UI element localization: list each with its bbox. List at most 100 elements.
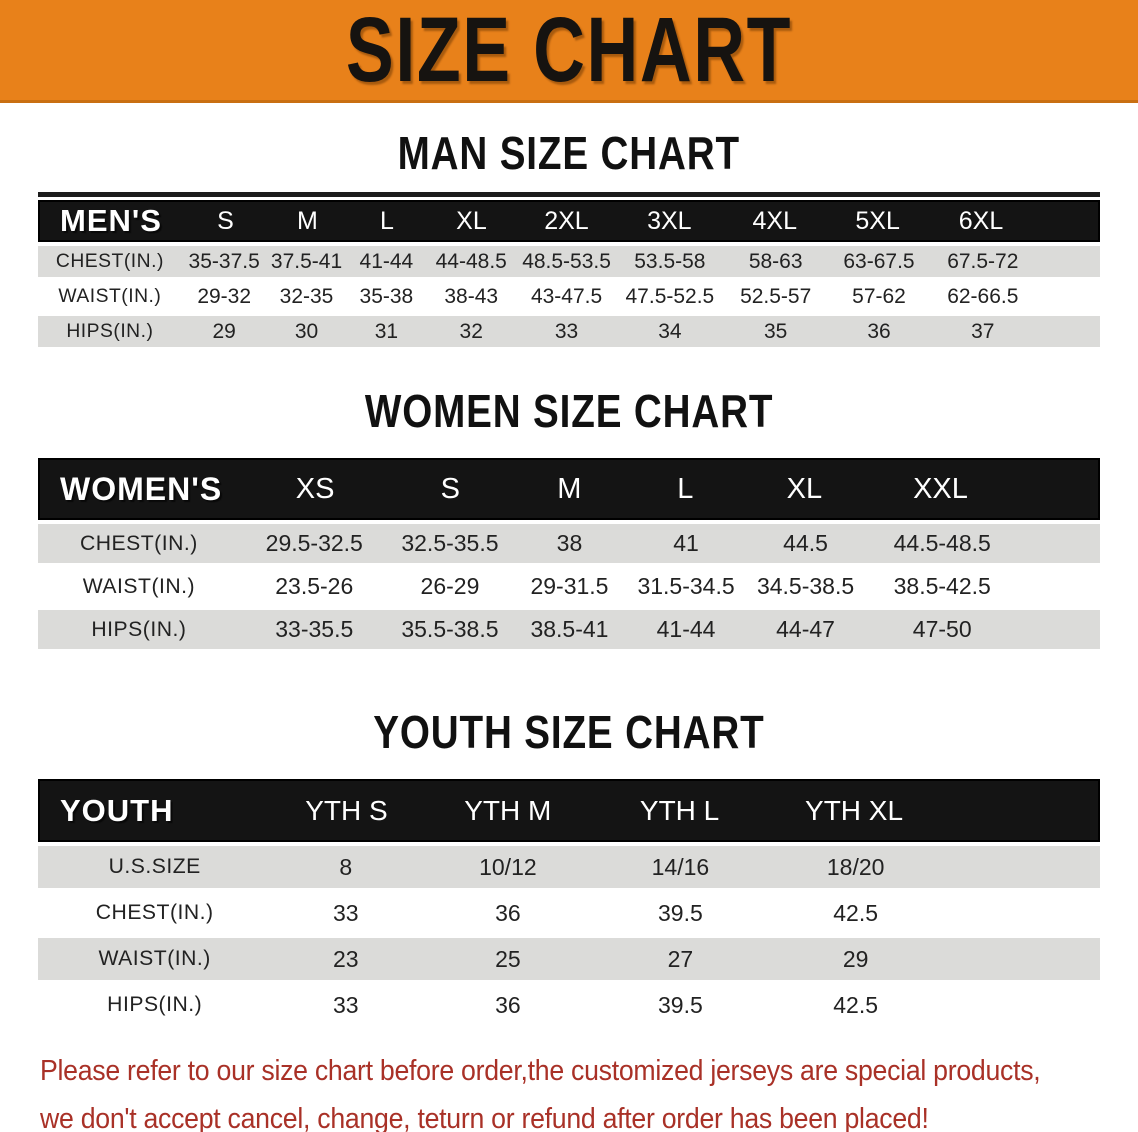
size-column-header: 5XL [855,206,900,235]
value-cell: 31 [374,319,399,343]
size-column-header: M [557,472,582,505]
women-size-chart-heading: WOMEN SIZE CHART [0,388,1138,434]
size-column-header: 6XL [958,206,1004,235]
table-row: CHEST(IN.) 35-37.5 37.5-41 41-44 44-48.5 48.5… [38,246,1100,277]
value-cell: 62-66.5 [947,284,1019,308]
value-cell: 43-47.5 [530,284,603,308]
women-size-table: WOMEN'S XS S M L XL XXL CHEST(IN.) 29.5-32.5 32.5… [38,458,1100,649]
table-row: CHEST(IN.) 33 36 39.5 42.5 [38,892,1100,934]
value-cell: 29-32 [197,284,252,308]
value-cell: 31.5-34.5 [637,573,735,599]
value-cell: 29 [212,319,236,343]
order-policy-note: Please refer to our size chart before or… [40,1051,1138,1132]
size-column-header: YTH L [639,794,720,826]
value-cell: 27 [667,945,694,972]
value-cell: 34.5-38.5 [756,573,855,599]
value-cell: 33 [333,899,359,926]
value-cell: 44.5-48.5 [893,530,991,556]
value-cell: 29-31.5 [530,573,609,599]
value-cell: 41 [673,530,699,556]
youth-size-chart-heading-text: YOUTH SIZE CHART [373,706,765,758]
row-label-cell: WAIST(IN.) [58,285,162,307]
value-cell: 57-62 [852,284,906,308]
row-label-cell: WAIST(IN.) [98,947,211,970]
value-cell: 35.5-38.5 [401,616,499,642]
value-cell: 63-67.5 [843,249,915,273]
value-cell: 44.5 [783,530,828,556]
table-row: HIPS(IN.) 33 36 39.5 42.5 [38,984,1100,1026]
table-row: CHEST(IN.) 29.5-32.5 32.5-35.5 38 41 44.5 44.5… [38,524,1100,563]
row-label-cell: CHEST(IN.) [95,901,214,924]
table-row: WAIST(IN.) 23 25 27 29 [38,938,1100,980]
row-label-cell: HIPS(IN.) [91,617,187,641]
size-column-header: S [217,206,234,235]
value-cell: 48.5-53.5 [522,249,611,273]
order-policy-line-1: Please refer to our size chart before or… [40,1055,1041,1087]
row-label-cell: U.S.SIZE [108,855,201,878]
value-cell: 35-37.5 [188,249,260,273]
value-cell: 36 [867,319,891,343]
value-cell: 35 [764,319,788,343]
size-column-header: L [677,472,694,505]
men-table-top-rule [38,192,1100,197]
table-header-row: YOUTH YTH S YTH M YTH L YTH XL [38,779,1100,842]
size-column-header: XXL [913,472,968,505]
value-cell: 53.5-58 [634,249,706,273]
size-column-header: 3XL [647,206,692,235]
value-cell: 34 [658,319,682,343]
value-cell: 52.5-57 [740,284,812,308]
man-size-chart-heading-text: MAN SIZE CHART [397,127,741,179]
row-label-cell: CHEST(IN.) [79,531,198,555]
size-column-header: YTH S [305,794,388,826]
youth-size-chart-heading: YOUTH SIZE CHART [0,709,1138,755]
value-cell: 42.5 [833,991,879,1018]
value-cell: 37 [971,319,995,343]
value-cell: 32-35 [279,284,334,308]
value-cell: 44-47 [776,616,835,642]
value-cell: 10/12 [479,853,537,880]
table-row: HIPS(IN.) 33-35.5 35.5-38.5 38.5-41 41-44 44-… [38,610,1100,649]
value-cell: 47.5-52.5 [625,284,715,308]
value-cell: 32 [459,319,483,343]
value-cell: 33 [333,991,359,1018]
table-header-row: WOMEN'S XS S M L XL XXL [38,458,1100,520]
size-column-header: 4XL [752,206,797,235]
value-cell: 41-44 [359,249,414,273]
women-size-chart-heading-text: WOMEN SIZE CHART [364,385,774,437]
table-title-cell: YOUTH [60,792,174,828]
banner-title: SIZE CHART [345,0,793,101]
size-column-header: S [440,472,460,505]
value-cell: 39.5 [658,899,703,926]
table-title-cell: MEN'S [60,203,162,238]
value-cell: 44-48.5 [435,249,507,273]
value-cell: 38 [556,530,583,556]
value-cell: 38.5-42.5 [893,573,991,599]
man-size-chart-heading: MAN SIZE CHART [0,130,1138,176]
size-column-header: XS [295,472,335,505]
value-cell: 25 [495,945,521,972]
table-header-row: MEN'S S M L XL 2XL 3XL 4XL 5XL 6XL [38,200,1100,242]
value-cell: 47-50 [912,616,972,642]
value-cell: 18/20 [826,853,885,880]
size-column-header: M [297,206,318,235]
value-cell: 58-63 [748,249,803,273]
value-cell: 32.5-35.5 [401,530,499,556]
row-label-cell: HIPS(IN.) [66,320,154,342]
value-cell: 29.5-32.5 [265,530,363,556]
youth-size-table: YOUTH YTH S YTH M YTH L YTH XL U.S.SIZE 8 10/12… [38,779,1100,1026]
size-column-header: 2XL [544,206,589,235]
row-label-cell: HIPS(IN.) [107,993,203,1016]
size-column-header: YTH M [464,794,552,826]
order-policy-line-2: we don't accept cancel, change, teturn o… [40,1103,929,1132]
value-cell: 29 [842,945,869,972]
men-size-table: MEN'S S M L XL 2XL 3XL 4XL 5XL 6XL CHEST(IN.) 35-37… [38,200,1100,347]
table-title-cell: WOMEN'S [60,470,223,507]
value-cell: 30 [294,319,319,343]
value-cell: 35-38 [359,284,414,308]
size-column-header: XL [456,206,487,235]
value-cell: 23.5-26 [275,573,354,599]
value-cell: 36 [495,991,521,1018]
row-label-cell: CHEST(IN.) [55,250,164,272]
table-row: U.S.SIZE 8 10/12 14/16 18/20 [38,846,1100,888]
